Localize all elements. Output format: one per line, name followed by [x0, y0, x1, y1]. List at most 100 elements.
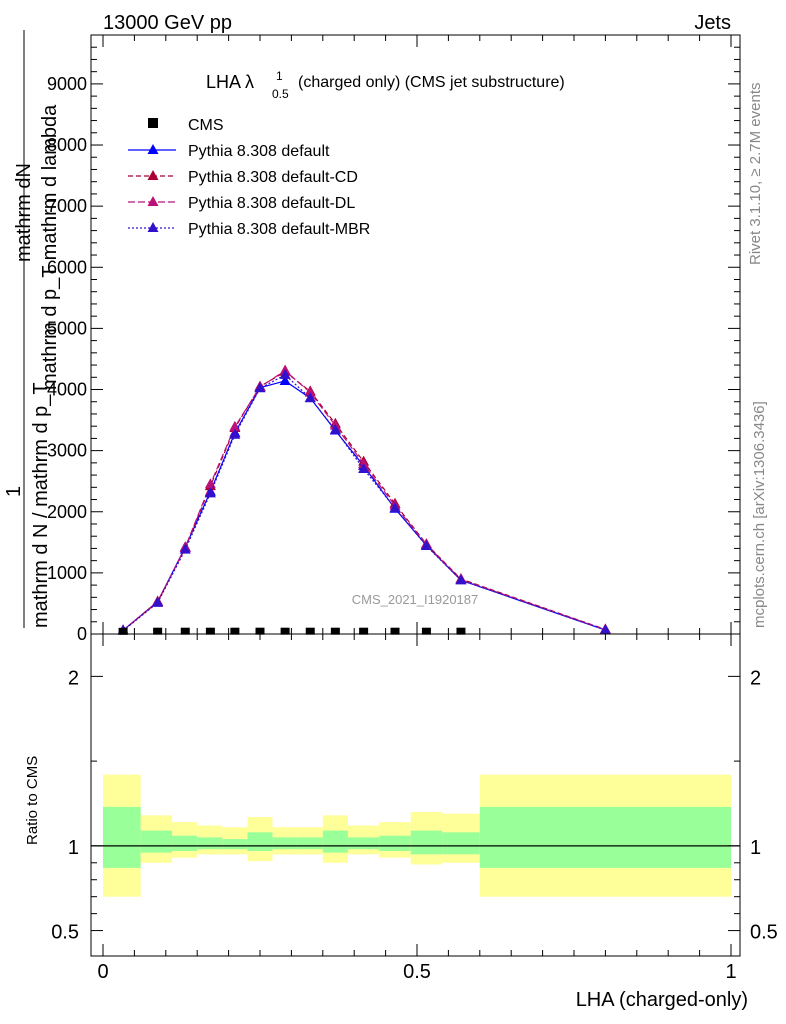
series-point-1: [279, 374, 291, 385]
data-point: [180, 627, 190, 635]
title-sub: 0.5: [272, 87, 289, 101]
data-point: [421, 627, 431, 635]
data-point: [230, 627, 240, 635]
legend-label: Pythia 8.308 default: [188, 143, 330, 160]
uncertainty-band-inner: [410, 830, 443, 855]
data-point: [255, 627, 265, 635]
series-point-4: [179, 543, 191, 554]
series-point-4: [229, 428, 241, 439]
uncertainty-band-inner: [347, 837, 380, 850]
main-panel: 0 1000 2000 3000 4000 5000 6000 7000 8000 9000 CM…: [47, 34, 741, 644]
ratio-y-tick-label-right: 0.5: [750, 922, 778, 944]
x-tick-label: 0: [97, 961, 108, 983]
watermark: CMS_2021_I1920187: [352, 592, 479, 607]
uncertainty-band-inner: [247, 832, 273, 851]
series-point-4: [599, 624, 611, 635]
data-point: [153, 627, 163, 635]
uncertainty-band-inner: [479, 806, 731, 868]
data-point: [390, 627, 400, 635]
y-tick-label: 8000: [47, 135, 87, 155]
ratio-y-tick-label: 2: [68, 667, 79, 689]
legend-label: Pythia 8.308 default-DL: [188, 195, 355, 212]
title-sup: 1: [276, 69, 283, 83]
legend-marker-triangle: [147, 144, 159, 154]
data-point: [118, 627, 128, 635]
legend-marker-triangle: [147, 170, 159, 180]
ratio-y-tick-label: 1: [68, 837, 79, 859]
x-axis-label: LHA (charged-only): [576, 989, 748, 1011]
data-point: [330, 627, 340, 635]
rivet-label: Rivet 3.1.10, ≥ 2.7M events: [747, 83, 764, 266]
data-point: [456, 627, 466, 635]
ratio-y-tick-label-right: 1: [750, 837, 761, 859]
uncertainty-band-inner: [140, 830, 173, 853]
legend-label: CMS: [188, 117, 224, 134]
main-ylabel: mathrm dN mathrm d p_T mathrm d lambda 1…: [3, 30, 61, 628]
x-tick-label: 0.5: [403, 961, 431, 983]
legend-marker-square: [148, 118, 158, 128]
series-point-4: [420, 539, 432, 550]
series-point-4: [204, 487, 216, 498]
legend-label: Pythia 8.308 default-CD: [188, 169, 358, 186]
mcplots-label: mcplots.cern.ch [arXiv:1306.3436]: [751, 401, 768, 628]
y-tick-label: 1000: [47, 563, 87, 583]
series-point-4: [304, 392, 316, 403]
main-ticks: 0 1000 2000 3000 4000 5000 6000 7000 8000 9000: [47, 35, 740, 644]
legend-marker-triangle: [147, 196, 159, 206]
uncertainty-band-inner: [172, 835, 198, 851]
y-tick-label: 0: [77, 624, 87, 644]
legend: CMS Pythia 8.308 default Pythia 8.308 defa…: [128, 117, 370, 238]
y-tick-label: 6000: [47, 257, 87, 277]
uncertainty-band-inner: [379, 835, 411, 851]
uncertainty-band-inner: [442, 832, 480, 855]
series-point-4: [279, 368, 291, 379]
ratio-panel: 0.5 0.5 1 1 2 2 0 0.5 1 Ratio to CMS: [24, 633, 778, 983]
uncertainty-band-inner: [297, 837, 323, 850]
uncertainty-band-inner: [272, 837, 298, 850]
plot-title: LHA λ 1 0.5 (charged only) (CMS jet subs…: [206, 69, 565, 101]
y-tick-label: 5000: [47, 318, 87, 338]
series-point-4: [254, 382, 266, 393]
ratio-ylabel: Ratio to CMS: [24, 756, 41, 845]
series-point-4: [152, 596, 164, 607]
ylabel-denominator-2: mathrm d N / mathrm d p_T: [30, 382, 52, 628]
ylabel-denominator: mathrm d p_T mathrm d lambda: [39, 104, 61, 390]
series-point-3: [304, 386, 316, 397]
title-rest: (charged only) (CMS jet substructure): [298, 74, 565, 91]
title-main: LHA λ: [206, 72, 254, 92]
series-line-3: [122, 369, 606, 631]
y-tick-label: 2000: [47, 502, 87, 522]
legend-label: Pythia 8.308 default-MBR: [188, 221, 370, 238]
series-point-3: [229, 420, 241, 431]
series-point-4: [455, 574, 467, 585]
ratio-bands: [91, 774, 740, 897]
y-tick-label: 3000: [47, 441, 87, 461]
svg-text:LHA λ: LHA λ: [206, 72, 254, 92]
y-tick-label: 9000: [47, 74, 87, 94]
uncertainty-band-inner: [103, 806, 141, 868]
series-line-4: [122, 374, 606, 632]
x-tick-label: 1: [725, 961, 736, 983]
ratio-frame: [90, 633, 741, 957]
data-point: [205, 627, 215, 635]
uncertainty-band-inner: [222, 839, 248, 850]
ylabel-one: 1: [3, 486, 25, 497]
ratio-y-tick-label-right: 2: [750, 667, 761, 689]
y-tick-label: 4000: [47, 380, 87, 400]
header-jets: Jets: [694, 12, 731, 34]
ratio-y-tick-label: 0.5: [51, 922, 79, 944]
data-point: [305, 627, 315, 635]
series-point-4: [389, 502, 401, 513]
header-energy: 13000 GeV pp: [103, 12, 232, 34]
ratio-ticks: 0.5 0.5 1 1 2 2 0 0.5 1: [51, 634, 778, 983]
data-point: [280, 627, 290, 635]
legend-marker-triangle: [147, 222, 159, 232]
uncertainty-band-inner: [322, 830, 348, 853]
main-series: [117, 364, 611, 635]
uncertainty-band-inner: [197, 837, 223, 850]
series-point-4: [358, 462, 370, 473]
y-tick-label: 7000: [47, 196, 87, 216]
data-point: [359, 627, 369, 635]
series-point-4: [329, 423, 341, 434]
